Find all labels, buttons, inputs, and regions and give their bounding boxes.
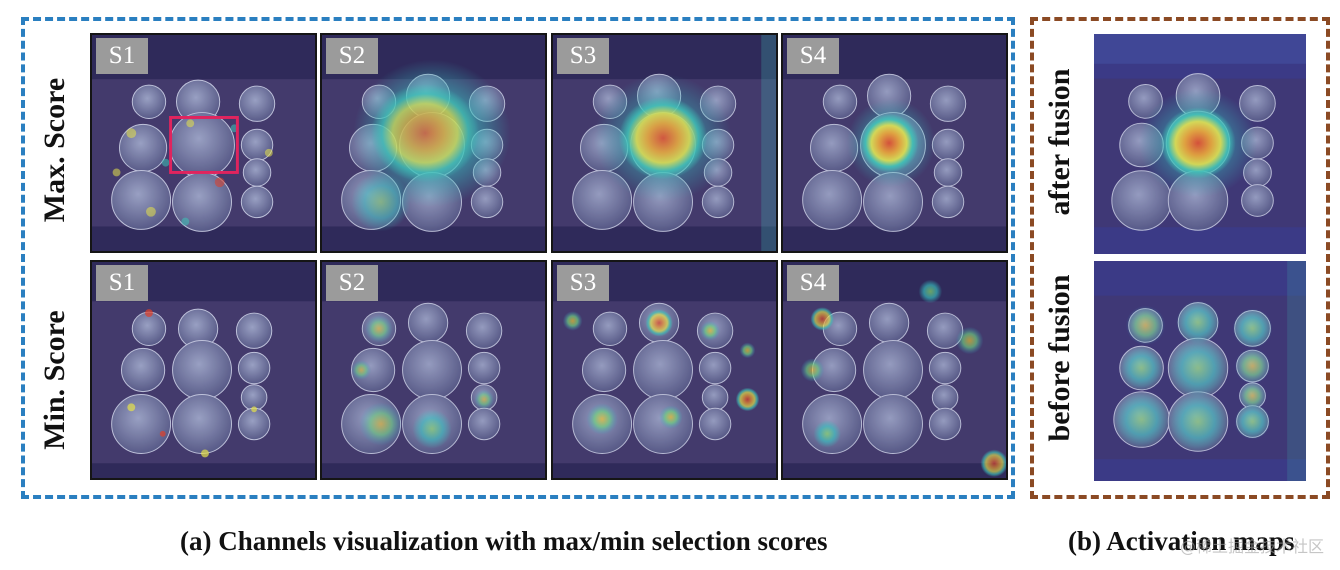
scale-tag: S3 [557, 265, 609, 301]
activation-tile-min-s2: S2 [320, 260, 547, 480]
activation-tile-min-s3: S3 [551, 260, 778, 480]
scale-tag: S4 [787, 38, 839, 74]
scale-tag: S4 [787, 265, 839, 301]
scale-tag: S1 [96, 265, 148, 301]
row-label-after-fusion: after fusion [1043, 68, 1076, 216]
activation-tile-max-s4: S4 [781, 33, 1008, 253]
row-label-max-score: Max. Score [38, 77, 71, 223]
row-label-min-score: Min. Score [38, 310, 71, 450]
row-label-before-fusion: before fusion [1043, 274, 1076, 442]
activation-map-after-fusion [1093, 33, 1307, 255]
activation-tile-max-s2: S2 [320, 33, 547, 253]
activation-map-before-fusion [1093, 260, 1307, 482]
activation-tile-min-s4: S4 [781, 260, 1008, 480]
panel-a-frame [21, 17, 1015, 499]
watermark-text: @稀土掘金技术社区 [1180, 537, 1325, 556]
activation-tile-min-s1: S1 [90, 260, 317, 480]
scale-tag: S1 [96, 38, 148, 74]
scale-tag: S2 [326, 38, 378, 74]
panel-b-frame [1030, 17, 1330, 499]
activation-tile-max-s3: S3 [551, 33, 778, 253]
scale-tag: S2 [326, 265, 378, 301]
scale-tag: S3 [557, 38, 609, 74]
caption-panel-a: (a) Channels visualization with max/min … [180, 526, 828, 556]
activation-tile-max-s1: S1 [90, 33, 317, 253]
caption-panel-b: (b) Activation maps [1068, 526, 1295, 556]
